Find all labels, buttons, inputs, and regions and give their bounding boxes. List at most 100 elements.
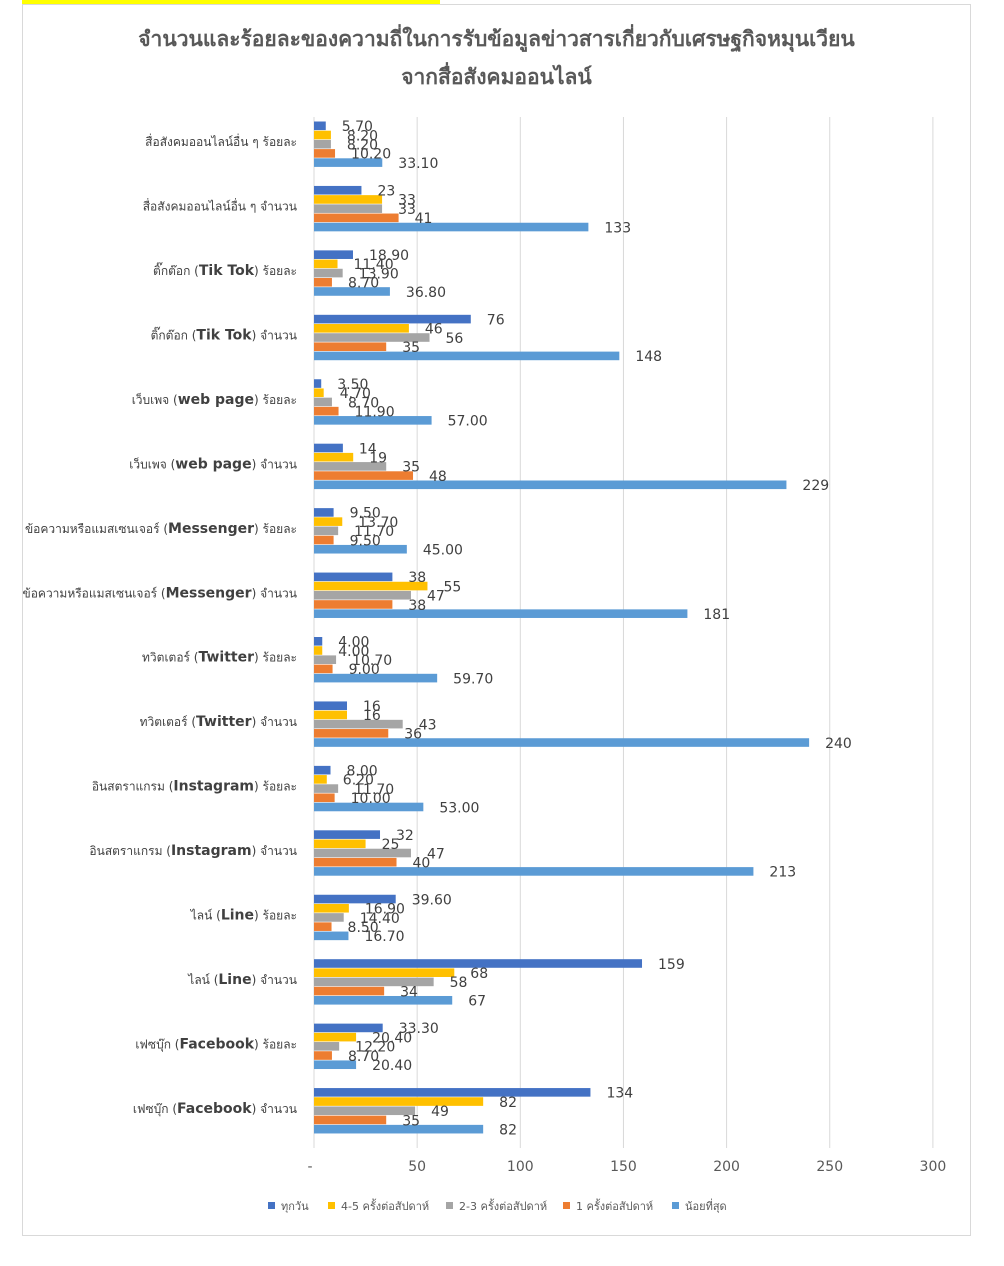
legend-label-1: 4-5 ครั้งต่อสัปดาห์ [341, 1198, 429, 1213]
value-label-0-3: 10.20 [351, 147, 391, 163]
value-label-14-4: 20.40 [372, 1058, 412, 1074]
value-label-12-0: 39.60 [412, 892, 452, 908]
value-label-3-1: 46 [425, 322, 443, 338]
bar-12-4 [314, 931, 349, 941]
value-label-0-1: 8.20 [347, 128, 378, 144]
value-label-8-0: 4.00 [338, 635, 369, 651]
value-label-7-4: 181 [703, 607, 730, 623]
value-label-12-4: 16.70 [364, 929, 404, 945]
value-label-9-3: 36 [404, 727, 422, 743]
value-label-4-3: 11.90 [355, 404, 395, 420]
value-label-8-4: 59.70 [453, 671, 493, 687]
value-label-10-1: 6.20 [343, 773, 374, 789]
legend-swatch-0 [268, 1202, 275, 1209]
legend-swatch-4 [672, 1202, 679, 1209]
bar-1-0 [314, 185, 362, 195]
value-label-15-0: 134 [606, 1086, 633, 1102]
value-label-8-3: 9.00 [349, 662, 380, 678]
chart-frame [22, 4, 971, 1236]
bar-5-3 [314, 471, 414, 480]
value-label-9-1: 16 [363, 708, 381, 724]
value-label-10-3: 10.00 [351, 791, 391, 807]
top-accent-bar [22, 0, 440, 5]
value-label-4-2: 8.70 [348, 395, 379, 411]
bar-4-3 [314, 406, 339, 416]
bar-2-1 [314, 259, 338, 269]
x-tick-label-6: 300 [920, 1159, 947, 1175]
category-label-7: ข้อความหรือแมสเซนเจอร์ (Messenger) จำนวน [23, 585, 298, 601]
value-label-4-0: 3.50 [337, 377, 368, 393]
bar-7-4 [314, 609, 688, 618]
category-label-11: อินสตราแกรม (Instagram) จำนวน [89, 843, 297, 859]
value-label-1-3: 41 [415, 211, 433, 227]
value-label-5-3: 48 [429, 469, 447, 485]
x-tick-label-4: 200 [713, 1159, 740, 1175]
bar-7-3 [314, 600, 393, 609]
value-label-6-1: 13.70 [358, 515, 398, 531]
chart-title-line1: จำนวนและร้อยละของความถี่ในการรับข้อมูลข่… [138, 27, 855, 51]
bar-9-0 [314, 701, 348, 711]
bar-13-3 [314, 986, 385, 996]
value-label-2-2: 13.90 [359, 266, 399, 282]
bar-1-3 [314, 213, 399, 223]
value-label-13-3: 34 [400, 984, 418, 1000]
category-label-10: อินสตราแกรม (Instagram) ร้อยละ [92, 779, 297, 795]
value-label-11-4: 213 [769, 865, 796, 881]
value-label-5-1: 19 [369, 450, 387, 466]
x-tick-label-2: 100 [507, 1159, 534, 1175]
value-label-11-0: 32 [396, 828, 414, 844]
category-label-3: ติ๊กต๊อก (Tik Tok) จำนวน [151, 327, 297, 344]
legend-label-0: ทุกวัน [281, 1200, 309, 1213]
category-label-2: ติ๊กต๊อก (Tik Tok) ร้อยละ [153, 262, 297, 279]
value-label-3-0: 76 [487, 312, 505, 328]
legend-label-2: 2-3 ครั้งต่อสัปดาห์ [459, 1198, 547, 1213]
category-label-8: ทวิตเตอร์ (Twitter) ร้อยละ [142, 650, 297, 666]
bar-2-2 [314, 268, 343, 278]
bar-5-4 [314, 480, 787, 490]
value-label-1-1: 33 [398, 193, 416, 209]
value-label-5-4: 229 [802, 478, 829, 494]
value-label-13-4: 67 [468, 994, 486, 1010]
value-label-3-4: 148 [635, 349, 662, 365]
value-label-8-2: 10.70 [352, 653, 392, 669]
value-label-9-2: 43 [419, 717, 437, 733]
x-tick-label-1: 50 [408, 1159, 426, 1175]
bar-9-1 [314, 710, 348, 720]
bar-0-0 [314, 121, 326, 131]
category-label-14: เฟซบุ๊ก (Facebook) ร้อยละ [135, 1036, 297, 1052]
value-label-6-3: 9.50 [350, 533, 381, 549]
x-tick-label-3: 150 [610, 1159, 637, 1175]
category-label-9: ทวิตเตอร์ (Twitter) จำนวน [140, 714, 297, 730]
bar-6-0 [314, 508, 334, 517]
category-label-5: เว็บเพจ (web page) จำนวน [129, 456, 297, 472]
bar-14-4 [314, 1060, 357, 1070]
bar-1-2 [314, 204, 383, 213]
legend: ทุกวัน 4-5 ครั้งต่อสัปดาห์ 2-3 ครั้งต่อสัป… [268, 1198, 727, 1213]
value-label-4-1: 4.70 [340, 386, 371, 402]
value-label-0-2: 8.20 [347, 138, 378, 154]
bar-0-3 [314, 149, 336, 158]
value-label-13-0: 159 [658, 957, 685, 973]
category-label-4: เว็บเพจ (web page) ร้อยละ [132, 392, 297, 408]
x-tick-label-0: - [307, 1159, 312, 1175]
legend-swatch-1 [328, 1202, 335, 1209]
legend-label-4: น้อยที่สุด [685, 1198, 727, 1213]
bar-14-3 [314, 1051, 332, 1060]
value-label-14-1: 20.40 [372, 1030, 412, 1046]
value-label-15-2: 49 [431, 1104, 449, 1120]
bar-3-2 [314, 333, 430, 342]
bar-8-1 [314, 646, 323, 655]
bar-4-2 [314, 397, 332, 407]
category-labels: สื่อสังคมออนไลน์อื่น ๆ ร้อยละสื่อสังคมออ… [23, 133, 298, 1117]
value-label-7-2: 47 [427, 589, 445, 605]
value-label-12-2: 14.40 [360, 911, 400, 927]
bar-15-1 [314, 1097, 484, 1106]
value-label-14-0: 33.30 [399, 1021, 439, 1037]
bar-0-1 [314, 130, 331, 140]
value-label-7-0: 38 [408, 570, 426, 586]
bar-10-1 [314, 775, 327, 784]
bar-12-0 [314, 894, 396, 904]
bar-6-1 [314, 517, 343, 526]
bar-5-0 [314, 443, 343, 453]
chart-title: จำนวนและร้อยละของความถี่ในการรับข้อมูลข่… [22, 20, 971, 96]
